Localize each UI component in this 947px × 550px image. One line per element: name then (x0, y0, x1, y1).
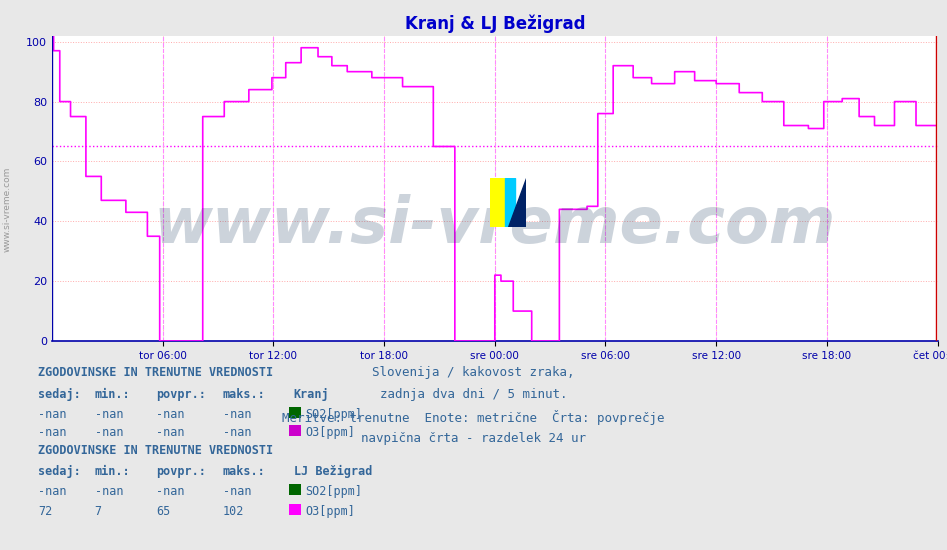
Text: min.:: min.: (95, 388, 131, 401)
Text: O3[ppm]: O3[ppm] (305, 505, 355, 518)
Text: min.:: min.: (95, 465, 131, 478)
Text: -nan: -nan (38, 408, 66, 421)
Text: povpr.:: povpr.: (156, 465, 206, 478)
Text: -nan: -nan (156, 426, 185, 439)
Text: -nan: -nan (38, 426, 66, 439)
Text: Kranj: Kranj (294, 388, 330, 401)
Text: 102: 102 (223, 505, 244, 518)
Text: LJ Bežigrad: LJ Bežigrad (294, 465, 372, 478)
Text: -nan: -nan (95, 408, 123, 421)
Text: -nan: -nan (223, 426, 251, 439)
Text: sedaj:: sedaj: (38, 465, 80, 478)
Text: O3[ppm]: O3[ppm] (305, 426, 355, 439)
Text: Meritve: trenutne  Enote: metrične  Črta: povprečje: Meritve: trenutne Enote: metrične Črta: … (282, 410, 665, 425)
Text: -nan: -nan (38, 485, 66, 498)
Text: maks.:: maks.: (223, 388, 265, 401)
Title: Kranj & LJ Bežigrad: Kranj & LJ Bežigrad (404, 14, 585, 33)
Text: -nan: -nan (95, 485, 123, 498)
Text: maks.:: maks.: (223, 465, 265, 478)
Text: SO2[ppm]: SO2[ppm] (305, 485, 362, 498)
Text: www.si-vreme.com: www.si-vreme.com (3, 166, 12, 252)
Text: -nan: -nan (223, 485, 251, 498)
Text: 7: 7 (95, 505, 102, 518)
Text: -nan: -nan (156, 408, 185, 421)
Text: navpična črta - razdelek 24 ur: navpična črta - razdelek 24 ur (361, 432, 586, 445)
Text: zadnja dva dni / 5 minut.: zadnja dva dni / 5 minut. (380, 388, 567, 401)
Text: -nan: -nan (156, 485, 185, 498)
Text: ZGODOVINSKE IN TRENUTNE VREDNOSTI: ZGODOVINSKE IN TRENUTNE VREDNOSTI (38, 366, 273, 379)
Text: Slovenija / kakovost zraka,: Slovenija / kakovost zraka, (372, 366, 575, 379)
Text: 65: 65 (156, 505, 170, 518)
Text: 72: 72 (38, 505, 52, 518)
Text: sedaj:: sedaj: (38, 388, 80, 401)
Text: povpr.:: povpr.: (156, 388, 206, 401)
Text: ZGODOVINSKE IN TRENUTNE VREDNOSTI: ZGODOVINSKE IN TRENUTNE VREDNOSTI (38, 444, 273, 458)
Text: www.si-vreme.com: www.si-vreme.com (153, 194, 836, 256)
Text: -nan: -nan (223, 408, 251, 421)
Text: SO2[ppm]: SO2[ppm] (305, 408, 362, 421)
Text: -nan: -nan (95, 426, 123, 439)
